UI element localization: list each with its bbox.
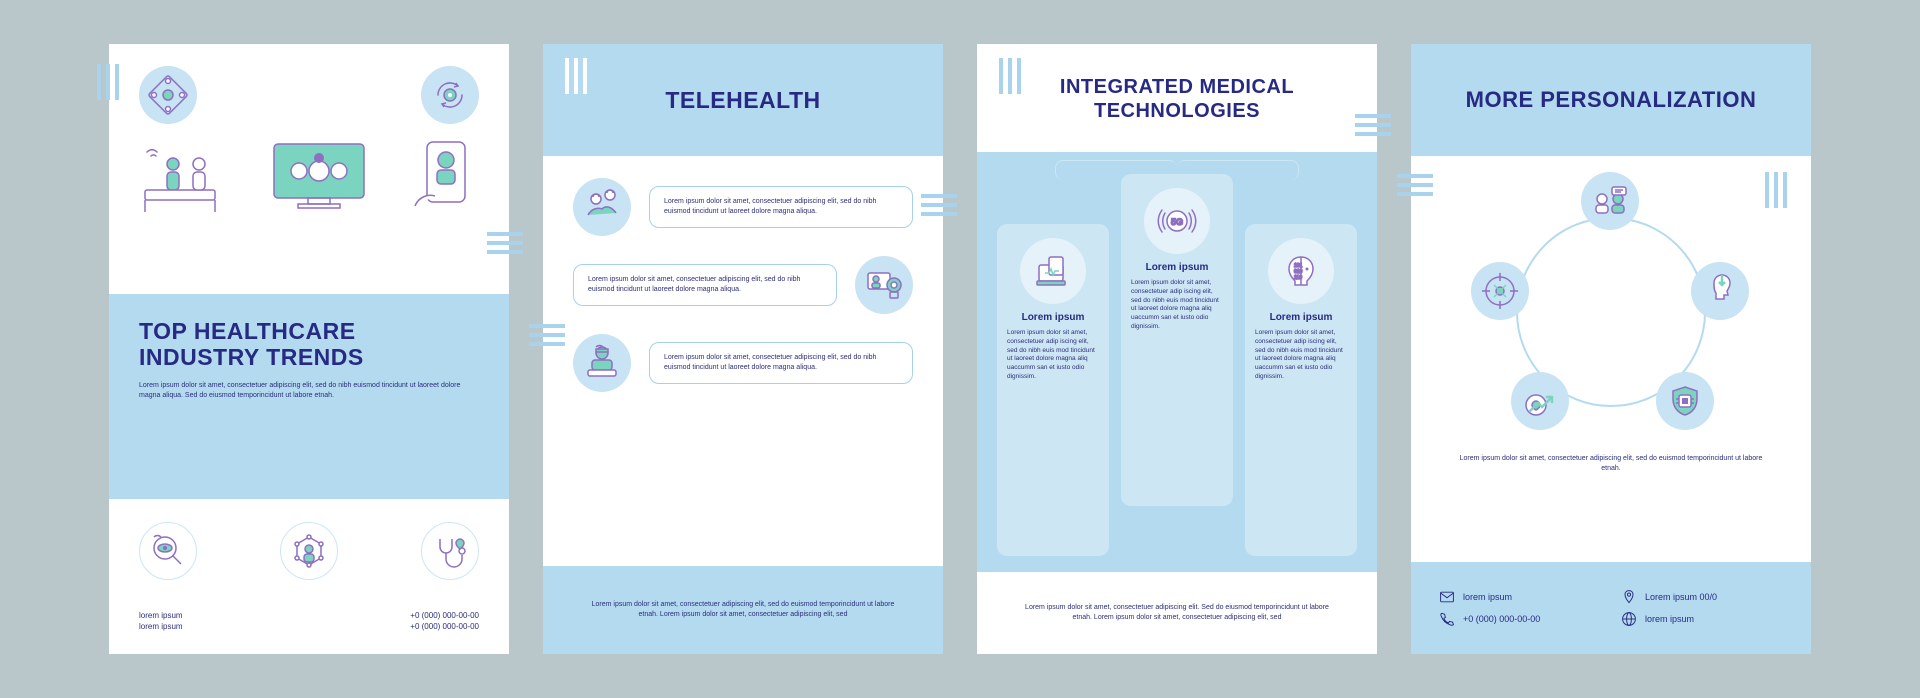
doctor-network-icon (280, 522, 338, 580)
panel4-body: Lorem ipsum dolor sit amet, consectetuer… (1411, 156, 1811, 474)
globe-avatars-icon (573, 178, 631, 236)
download-head-icon (1691, 262, 1749, 320)
telehealth-row: Lorem ipsum dolor sit amet, consectetuer… (573, 178, 913, 236)
brochure-set: i TOP HEALTHCARE INDUSTRY TRENDS Lorem i… (109, 44, 1811, 654)
personalization-ring (1481, 182, 1741, 442)
decor-stripes (921, 194, 957, 216)
tech-card: Lorem ipsum Lorem ipsum dolor sit amet, … (997, 224, 1109, 556)
card-label: Lorem ipsum (1146, 262, 1209, 273)
monitor-gears-icon: i (264, 136, 374, 221)
network-cloud-icon (139, 66, 197, 124)
panel1-title-band: TOP HEALTHCARE INDUSTRY TRENDS Lorem ips… (109, 294, 509, 499)
contact-web: lorem ipsum (1621, 611, 1783, 627)
contact-text: Lorem ipsum 00/0 (1645, 592, 1717, 602)
panel2-footer: Lorem ipsum dolor sit amet, consectetuer… (543, 566, 943, 654)
panel3-footer: Lorem ipsum dolor sit amet, consectetuer… (977, 572, 1377, 654)
contact-phone: +0 (000) 000-00-00 (1439, 611, 1601, 627)
patient-bed-icon (139, 146, 229, 221)
decor-stripes (1355, 114, 1391, 136)
panel1-footer: lorem ipsum lorem ipsum +0 (000) 000-00-… (139, 610, 479, 632)
pin-icon (1621, 589, 1637, 605)
svg-text:110: 110 (1294, 275, 1302, 281)
panel3-header: INTEGRATED MEDICAL TECHNOLOGIES (977, 44, 1377, 154)
chip-shield-icon (1656, 372, 1714, 430)
row-text: Lorem ipsum dolor sit amet, consectetuer… (588, 275, 822, 295)
panel3-cards: Lorem ipsum Lorem ipsum dolor sit amet, … (997, 174, 1357, 556)
decor-stripes (565, 58, 587, 94)
panel4-title: MORE PERSONALIZATION (1466, 87, 1757, 112)
mail-icon (1439, 589, 1455, 605)
tech-card: 101010110 Lorem ipsum Lorem ipsum dolor … (1245, 224, 1357, 556)
svg-text:5G: 5G (1171, 217, 1183, 227)
card-text: Lorem ipsum dolor sit amet, consectetuer… (1131, 279, 1223, 332)
panel4-header: MORE PERSONALIZATION (1411, 44, 1811, 156)
footer-text: lorem ipsum (139, 610, 183, 621)
contact-text: +0 (000) 000-00-00 (1463, 614, 1540, 624)
panel4-body-text: Lorem ipsum dolor sit amet, consectetuer… (1459, 454, 1763, 474)
contact-address: Lorem ipsum 00/0 (1621, 589, 1783, 605)
panel2-body: Lorem ipsum dolor sit amet, consectetuer… (543, 156, 943, 392)
laptop-doctor-icon (573, 334, 631, 392)
eye-search-icon (139, 522, 197, 580)
contact-text: lorem ipsum (1645, 614, 1694, 624)
stethoscope-heart-icon (421, 522, 479, 580)
decor-stripes (999, 58, 1021, 94)
contact-email: lorem ipsum (1439, 589, 1601, 605)
panel2-footer-text: Lorem ipsum dolor sit amet, consectetuer… (583, 600, 903, 620)
globe-icon (1621, 611, 1637, 627)
panel-trends: i TOP HEALTHCARE INDUSTRY TRENDS Lorem i… (109, 44, 509, 654)
growth-gear-icon (1511, 372, 1569, 430)
webcam-monitor-icon (855, 256, 913, 314)
gear-cycle-icon (421, 66, 479, 124)
footer-phone: +0 (000) 000-00-00 (410, 610, 479, 621)
panel1-icon-area: i (109, 44, 509, 294)
footer-text: lorem ipsum (139, 621, 183, 632)
panel1-body: Lorem ipsum dolor sit amet, consectetuer… (139, 381, 479, 401)
phone-icon (1439, 611, 1455, 627)
row-text: Lorem ipsum dolor sit amet, consectetuer… (664, 353, 898, 373)
footer-phone: +0 (000) 000-00-00 (410, 621, 479, 632)
telehealth-row: Lorem ipsum dolor sit amet, consectetuer… (573, 256, 913, 314)
panel2-title: TELEHEALTH (665, 87, 820, 114)
telehealth-row: Lorem ipsum dolor sit amet, consectetuer… (573, 334, 913, 392)
card-label: Lorem ipsum (1022, 312, 1085, 323)
ai-face-icon: 101010110 (1268, 238, 1334, 304)
panel-integrated: INTEGRATED MEDICAL TECHNOLOGIES Lorem ip… (977, 44, 1377, 654)
panel1-title: TOP HEALTHCARE INDUSTRY TRENDS (139, 318, 479, 371)
panel-personalization: MORE PERSONALIZATION (1411, 44, 1811, 654)
card-text: Lorem ipsum dolor sit amet, consectetuer… (1007, 329, 1099, 382)
panel3-title: INTEGRATED MEDICAL TECHNOLOGIES (1007, 75, 1347, 123)
ehr-laptop-icon (1020, 238, 1086, 304)
tech-card: 5G Lorem ipsum Lorem ipsum dolor sit ame… (1121, 174, 1233, 506)
panel2-header: TELEHEALTH (543, 44, 943, 156)
panel-telehealth: TELEHEALTH Lorem ipsum dolor sit amet, c… (543, 44, 943, 654)
row-text: Lorem ipsum dolor sit amet, consectetuer… (664, 197, 898, 217)
card-label: Lorem ipsum (1270, 312, 1333, 323)
phone-doctor-icon (409, 136, 479, 221)
chat-consult-icon (1581, 172, 1639, 230)
panel3-footer-text: Lorem ipsum dolor sit amet, consectetuer… (1021, 603, 1333, 623)
card-text: Lorem ipsum dolor sit amet, consectetuer… (1255, 329, 1347, 382)
decor-stripes (529, 324, 565, 346)
panel4-contact: lorem ipsum Lorem ipsum 00/0 +0 (000) 00… (1411, 562, 1811, 654)
contact-text: lorem ipsum (1463, 592, 1512, 602)
crosshair-icon (1471, 262, 1529, 320)
5g-signal-icon: 5G (1144, 188, 1210, 254)
